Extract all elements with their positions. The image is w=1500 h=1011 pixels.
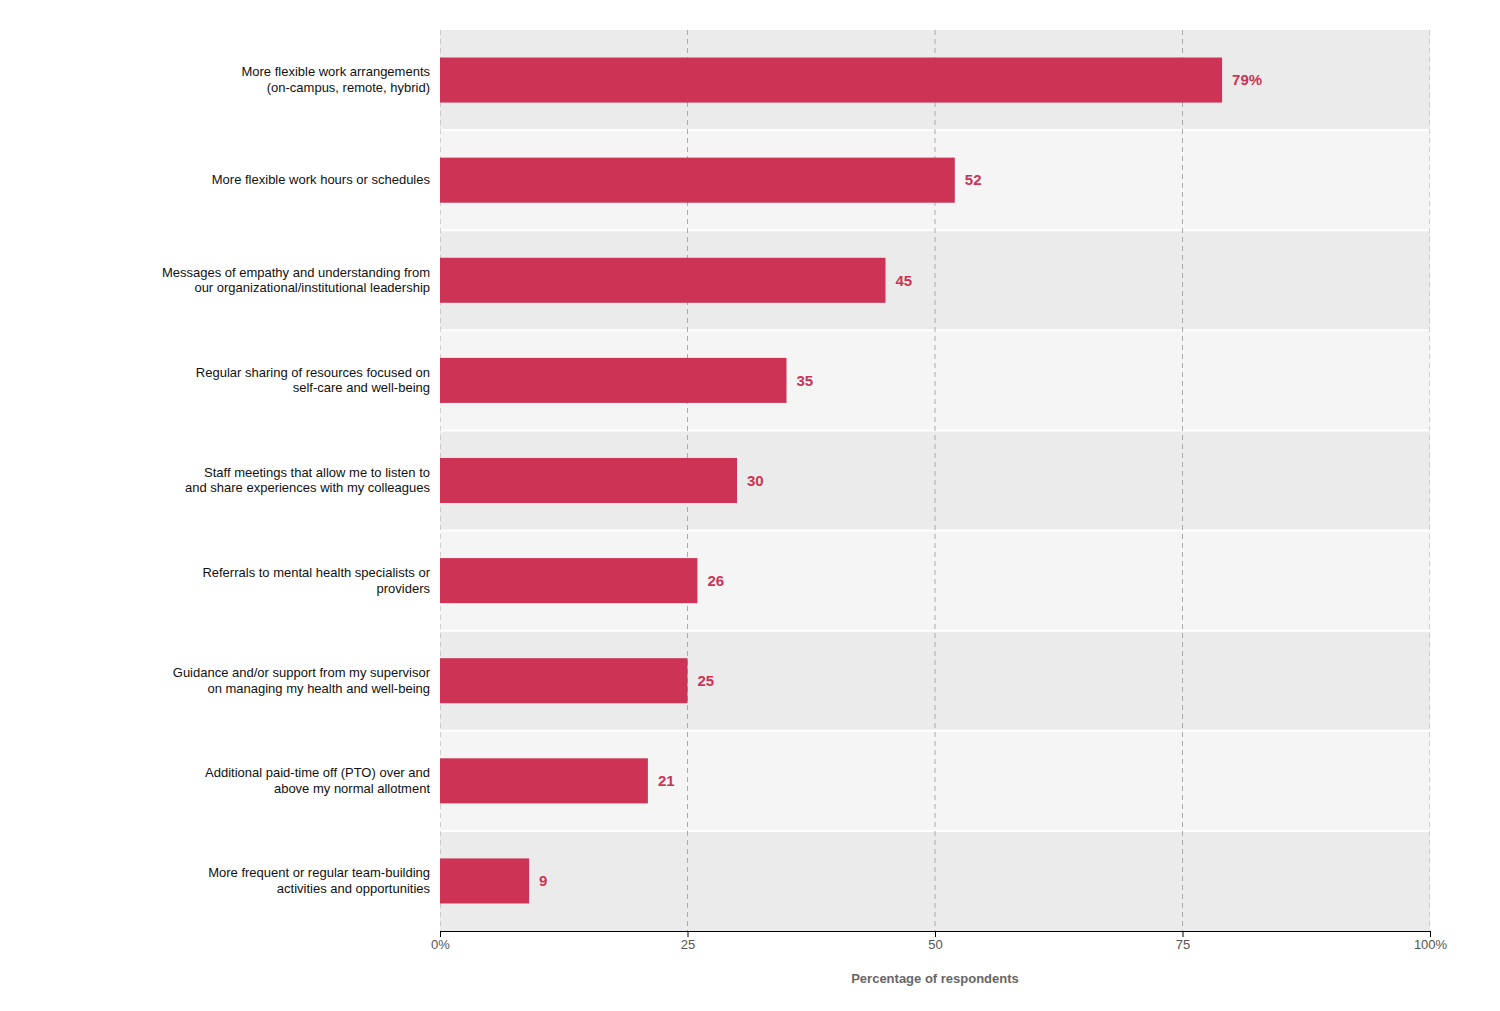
y-tick: More flexible work hours or schedules	[212, 172, 440, 187]
x-tick: 25	[681, 931, 695, 952]
x-tick: 100%	[1414, 931, 1448, 952]
bar	[440, 258, 886, 303]
grid	[440, 30, 1430, 931]
bar	[440, 458, 737, 503]
bar	[440, 558, 697, 603]
category-label-line: Additional paid-time off (PTO) over and	[205, 765, 430, 780]
row-separator	[440, 630, 1430, 632]
bar	[440, 158, 955, 203]
category-label-line: Staff meetings that allow me to listen t…	[204, 465, 430, 480]
category-label-line: Regular sharing of resources focused on	[196, 365, 430, 380]
bar	[440, 658, 688, 703]
category-label: Regular sharing of resources focused ons…	[196, 365, 430, 396]
x-tick-mark	[1183, 931, 1184, 937]
data-label: 30	[747, 472, 764, 489]
x-tick: 50	[928, 931, 942, 952]
row-background	[440, 230, 1430, 330]
x-axis-title: Percentage of respondents	[851, 971, 1019, 986]
grid-line	[1430, 30, 1431, 931]
category-label-line: providers	[377, 581, 431, 596]
category-label-line: activities and opportunities	[277, 881, 431, 896]
category-label: Guidance and/or support from my supervis…	[173, 665, 431, 696]
x-tick-mark	[1430, 931, 1431, 937]
grid-line	[1182, 30, 1183, 931]
data-label: 79%	[1232, 71, 1262, 88]
category-label-line: Referrals to mental health specialists o…	[202, 565, 430, 580]
x-tick-mark	[935, 931, 936, 937]
bar	[440, 858, 529, 903]
plot: 9 21 25 26 30 35 45 52 79% 0% 25 50 75 100% More frequ…	[162, 30, 1448, 986]
row-backgrounds	[440, 30, 1430, 931]
category-label-line: and share experiences with my colleagues	[185, 480, 430, 495]
category-label-line: above my normal allotment	[274, 781, 430, 796]
category-label: More flexible work hours or schedules	[212, 172, 431, 187]
data-label: 52	[965, 171, 982, 188]
y-tick: Referrals to mental health specialists o…	[202, 565, 440, 596]
data-labels: 9 21 25 26 30 35 45 52 79%	[539, 71, 1262, 889]
bars	[440, 58, 1222, 904]
row-background	[440, 130, 1430, 230]
x-tick-mark	[688, 931, 689, 937]
category-label: More frequent or regular team-buildingac…	[208, 865, 430, 896]
y-tick: More flexible work arrangements(on-campu…	[241, 64, 440, 95]
x-tick-mark	[440, 931, 441, 937]
data-label: 9	[539, 872, 547, 889]
category-label: Messages of empathy and understanding fr…	[162, 265, 430, 296]
category-label-line: on managing my health and well-being	[207, 681, 430, 696]
data-label: 25	[698, 672, 715, 689]
category-label: Staff meetings that allow me to listen t…	[185, 465, 430, 496]
y-tick: Regular sharing of resources focused ons…	[196, 365, 440, 396]
bar	[440, 58, 1222, 103]
y-tick: Guidance and/or support from my supervis…	[173, 665, 440, 696]
y-tick: Staff meetings that allow me to listen t…	[185, 465, 440, 496]
x-tick-label: 0%	[431, 937, 450, 952]
category-label-line: More frequent or regular team-building	[208, 865, 430, 880]
category-label: More flexible work arrangements(on-campu…	[241, 64, 430, 95]
x-tick-label: 50	[928, 937, 942, 952]
category-label: Additional paid-time off (PTO) over anda…	[205, 765, 430, 796]
category-label-line: self-care and well-being	[293, 380, 430, 395]
y-tick: More frequent or regular team-buildingac…	[208, 865, 440, 896]
bar	[440, 758, 648, 803]
x-tick-label: 25	[681, 937, 695, 952]
category-label-line: Messages of empathy and understanding fr…	[162, 265, 430, 280]
category-label-line: Guidance and/or support from my supervis…	[173, 665, 431, 680]
y-tick: Additional paid-time off (PTO) over anda…	[205, 765, 440, 796]
x-tick: 0%	[431, 931, 450, 952]
data-label: 35	[797, 372, 814, 389]
x-tick: 75	[1176, 931, 1190, 952]
chart: 9 21 25 26 30 35 45 52 79% 0% 25 50 75 100% More frequ…	[0, 0, 1500, 1011]
bar	[440, 358, 787, 403]
category-label: Referrals to mental health specialists o…	[202, 565, 430, 596]
category-label-line: our organizational/institutional leaders…	[194, 280, 430, 295]
plot-area	[440, 30, 1430, 931]
y-tick: Messages of empathy and understanding fr…	[162, 265, 440, 296]
y-axis: More frequent or regular team-buildingac…	[162, 64, 440, 895]
data-label: 26	[707, 572, 724, 589]
x-tick-label: 100%	[1414, 937, 1448, 952]
category-label-line: More flexible work arrangements	[241, 64, 430, 79]
x-axis: 0% 25 50 75 100%	[431, 931, 1447, 952]
category-label-line: (on-campus, remote, hybrid)	[267, 80, 430, 95]
category-label-line: More flexible work hours or schedules	[212, 172, 431, 187]
x-axis-line	[441, 932, 1431, 938]
data-label: 21	[658, 772, 675, 789]
row-separator	[440, 730, 1430, 732]
data-label: 45	[896, 272, 913, 289]
x-tick-label: 75	[1176, 937, 1190, 952]
